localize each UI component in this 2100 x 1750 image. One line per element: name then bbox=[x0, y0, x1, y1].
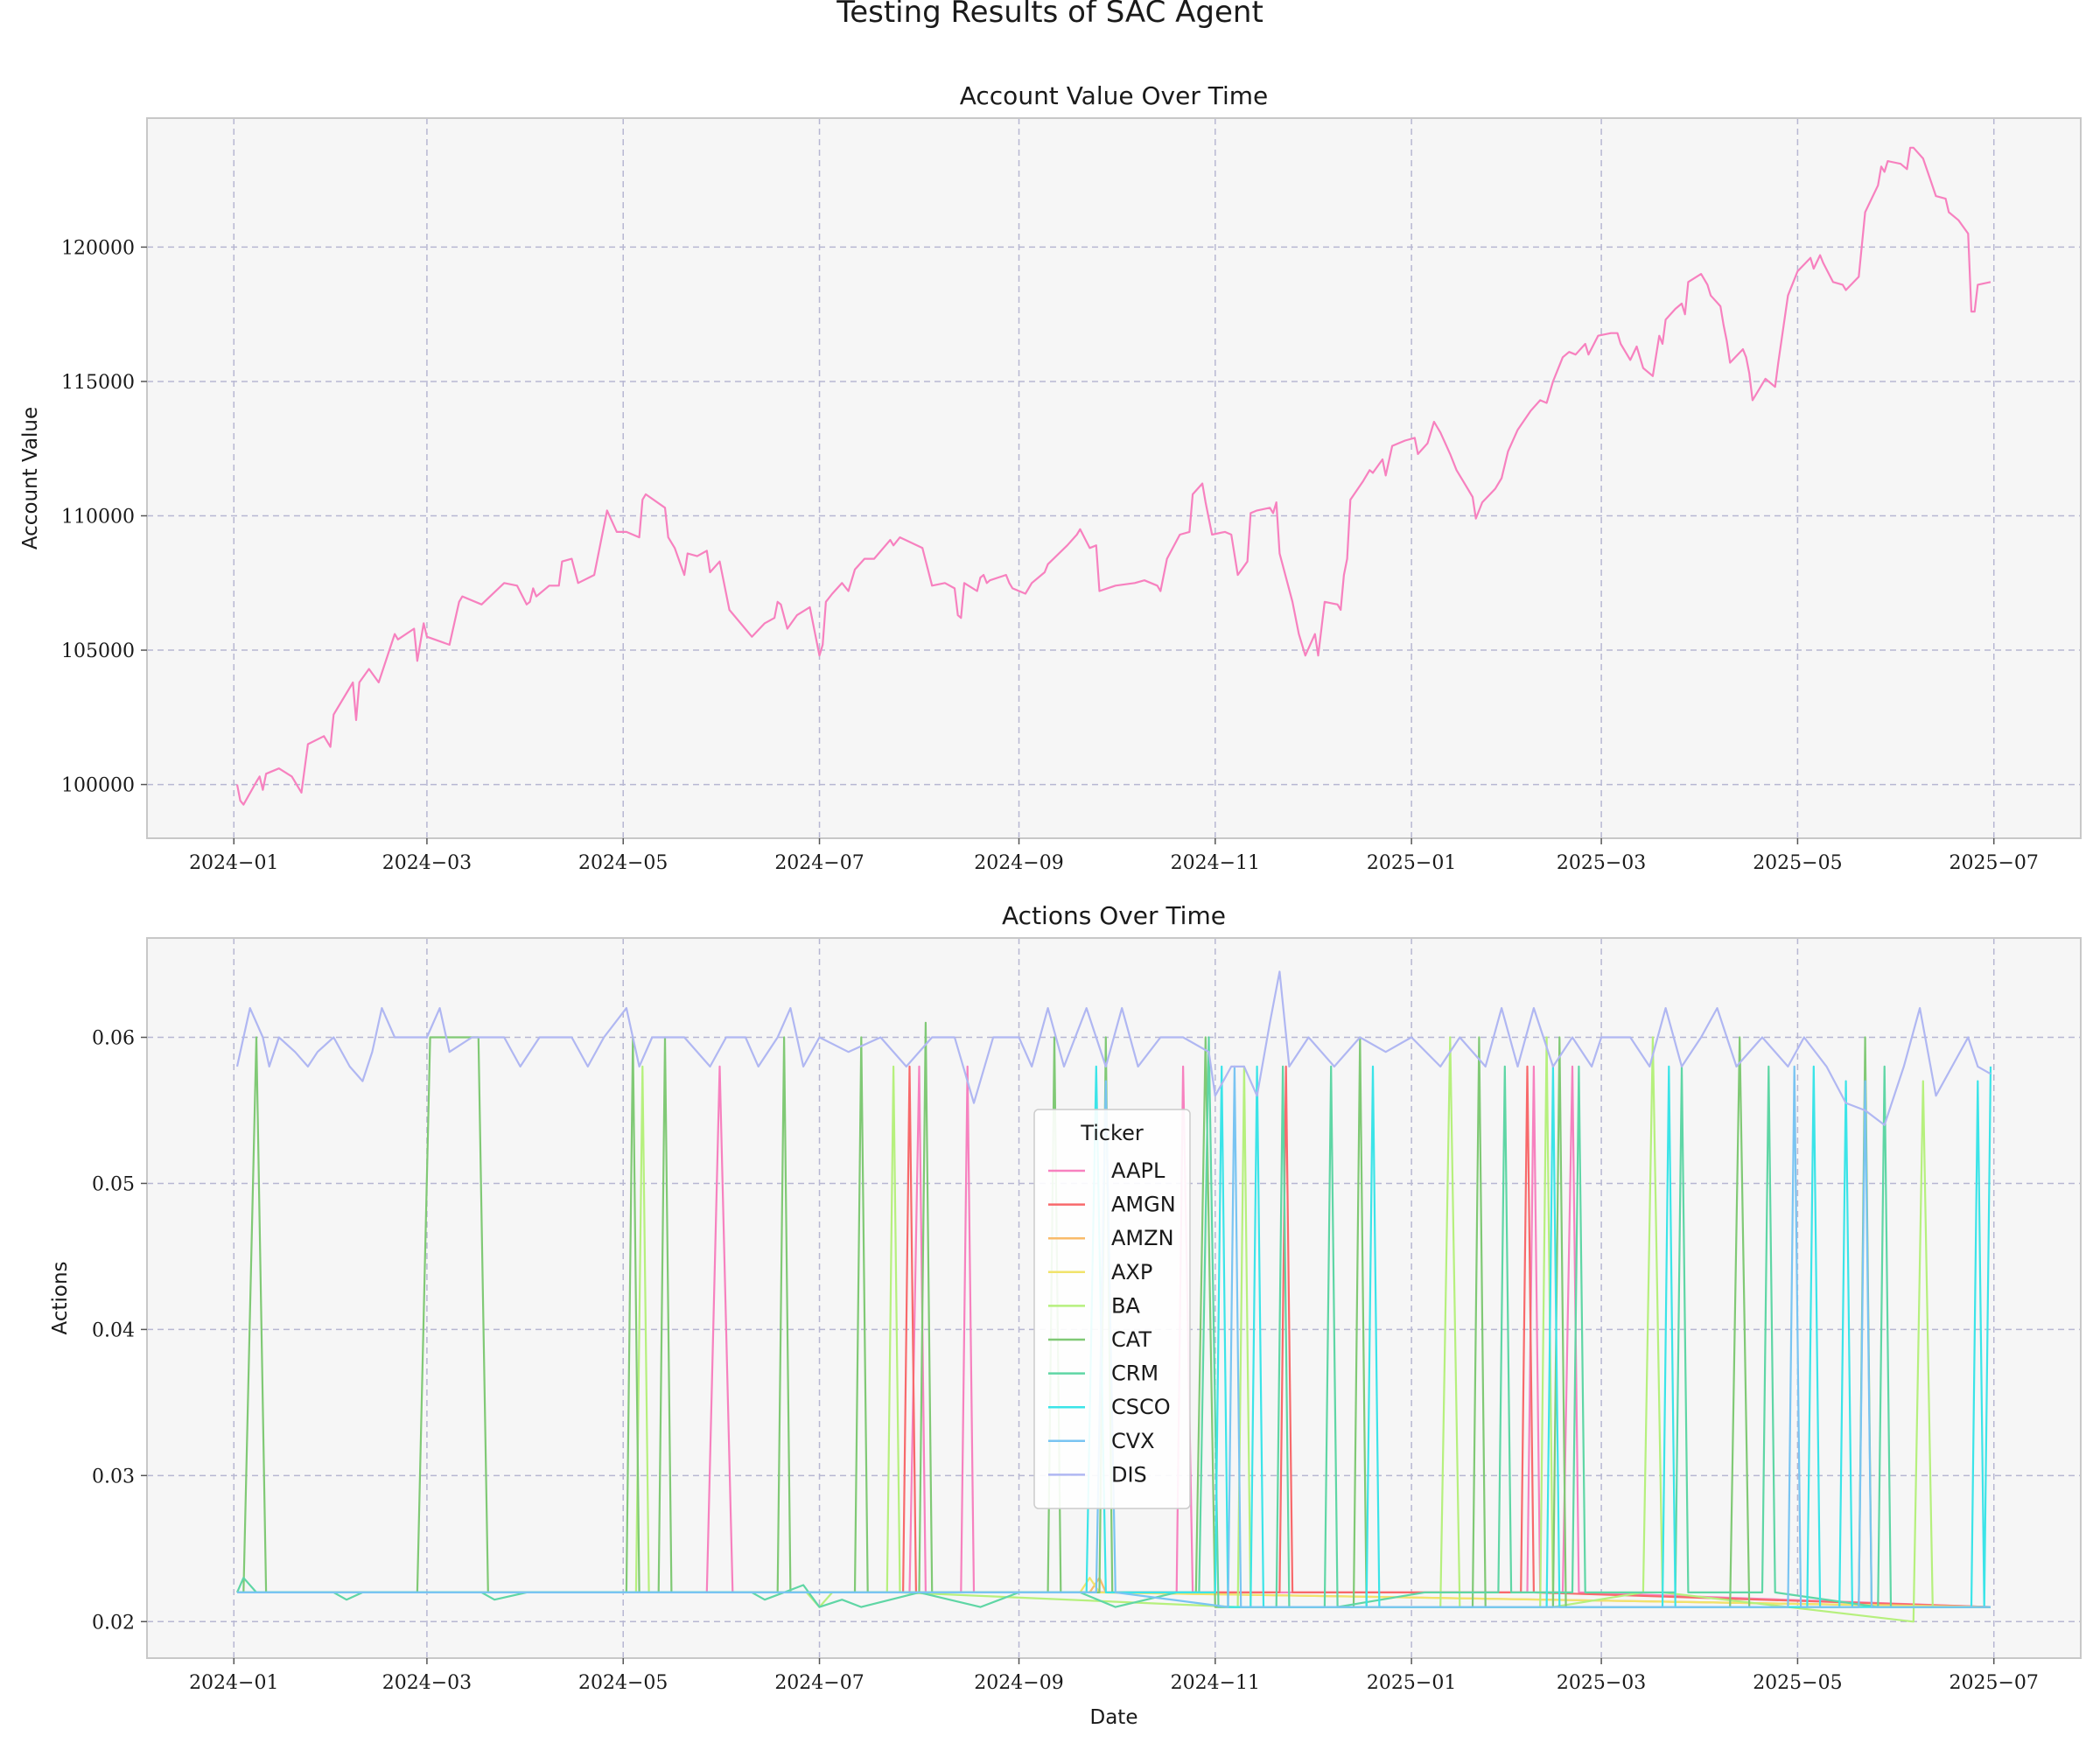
y-tick-label: 100000 bbox=[61, 775, 135, 797]
x-tick-label: 2024−03 bbox=[382, 1672, 472, 1694]
legend-entry-axp: AXP bbox=[1111, 1260, 1152, 1284]
x-tick-label: 2024−09 bbox=[974, 852, 1063, 874]
y-tick-label: 120000 bbox=[61, 237, 135, 259]
x-tick-label: 2025−03 bbox=[1557, 852, 1646, 874]
y-tick-label: 115000 bbox=[61, 372, 135, 394]
legend-entry-cat: CAT bbox=[1111, 1327, 1152, 1352]
legend-entry-ba: BA bbox=[1111, 1293, 1140, 1318]
x-tick-label: 2025−07 bbox=[1950, 852, 2039, 874]
x-tick-label: 2024−05 bbox=[578, 852, 668, 874]
y-axis-label: Account Value bbox=[19, 407, 42, 550]
legend-entry-amgn: AMGN bbox=[1111, 1193, 1176, 1217]
actions-panel: 2024−01 2024−03 2024−05 2024−07 2024−09 2024−… bbox=[49, 901, 2082, 1729]
x-tick-label: 2025−01 bbox=[1367, 852, 1456, 874]
series-line-dis bbox=[235, 970, 1992, 1126]
x-tick-label: 2024−11 bbox=[1171, 1672, 1260, 1694]
x-tick-label: 2024−05 bbox=[578, 1672, 668, 1694]
x-tick-label: 2024−09 bbox=[974, 1672, 1063, 1694]
panel-title: Actions Over Time bbox=[1002, 901, 1226, 930]
legend-entry-dis: DIS bbox=[1111, 1462, 1147, 1487]
x-tick-label: 2025−01 bbox=[1367, 1672, 1456, 1694]
y-tick-label: 110000 bbox=[61, 506, 135, 528]
legend-entry-csco: CSCO bbox=[1111, 1395, 1171, 1419]
legend-entry-crm: CRM bbox=[1111, 1362, 1158, 1386]
y-axis-label: Actions bbox=[49, 1261, 72, 1334]
x-tick-label: 2024−11 bbox=[1171, 852, 1260, 874]
y-tick-label: 0.04 bbox=[92, 1320, 135, 1341]
x-tick-label: 2024−01 bbox=[189, 1672, 278, 1694]
x-tick-label: 2025−05 bbox=[1753, 1672, 1842, 1694]
y-tick-label: 0.03 bbox=[92, 1466, 135, 1488]
x-tick-label: 2025−03 bbox=[1557, 1672, 1646, 1694]
series-line-account-value bbox=[235, 146, 1992, 806]
x-tick-label: 2024−07 bbox=[774, 1672, 864, 1694]
plot-frame bbox=[146, 117, 2082, 839]
y-tick-label: 105000 bbox=[61, 640, 135, 662]
legend: Ticker AAPL AMGN AMZN AXP BA CAT CRM CSCO CVX DIS bbox=[1033, 1109, 1191, 1509]
legend-entry-aapl: AAPL bbox=[1111, 1158, 1166, 1183]
legend-entry-amzn: AMZN bbox=[1111, 1226, 1174, 1250]
figure-suptitle: Testing Results of SAC Agent bbox=[836, 0, 1264, 30]
x-tick-label: 2025−05 bbox=[1753, 852, 1842, 874]
account-value-panel: 2024−01 2024−03 2024−05 2024−07 2024−09 2024−… bbox=[19, 81, 2082, 874]
plot-frame bbox=[146, 937, 2082, 1659]
legend-title: Ticker bbox=[1080, 1121, 1144, 1145]
x-tick-label: 2024−03 bbox=[382, 852, 472, 874]
x-tick-label: 2025−07 bbox=[1950, 1672, 2039, 1694]
y-tick-label: 0.02 bbox=[92, 1612, 135, 1634]
legend-entry-cvx: CVX bbox=[1111, 1429, 1155, 1453]
x-axis-label: Date bbox=[1090, 1706, 1138, 1729]
legend-box bbox=[1033, 1109, 1191, 1509]
x-tick-label: 2024−01 bbox=[189, 852, 278, 874]
plot-area bbox=[147, 118, 2081, 838]
y-tick-label: 0.05 bbox=[92, 1173, 135, 1195]
x-tick-label: 2024−07 bbox=[774, 852, 864, 874]
panel-title: Account Value Over Time bbox=[960, 81, 1269, 110]
y-tick-label: 0.06 bbox=[92, 1028, 135, 1050]
series-line-amgn bbox=[237, 1065, 1992, 1608]
